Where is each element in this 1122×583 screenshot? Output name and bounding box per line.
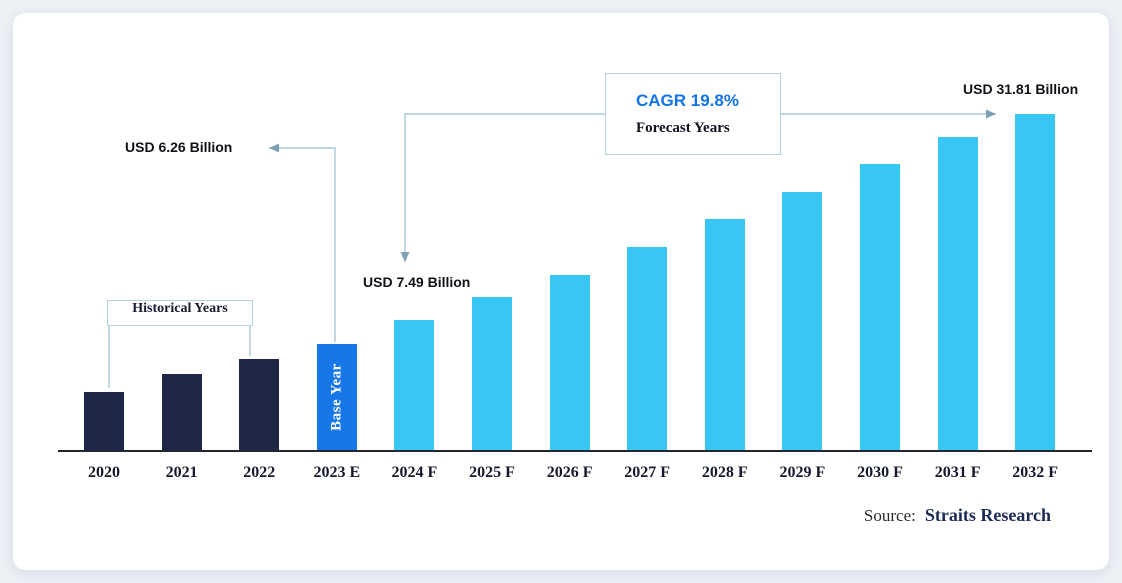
cagr-box: CAGR 19.8% Forecast Years <box>605 73 781 155</box>
forecast-left-arrow <box>400 113 605 262</box>
cagr-value: CAGR 19.8% <box>636 91 739 110</box>
x-axis-label-2029-f: 2029 F <box>779 464 826 481</box>
x-axis-label-2021: 2021 <box>165 464 198 481</box>
x-axis-label-2025-f: 2025 F <box>469 464 515 481</box>
forecast-years-label: Forecast Years <box>636 120 730 136</box>
x-axis-label-2023-e: 2023 E <box>313 464 361 481</box>
value-2023-arrow <box>269 143 336 342</box>
value-label-2023: USD 6.26 Billion <box>125 139 233 155</box>
x-axis-label-2020: 2020 <box>88 464 120 481</box>
bar-2024-f <box>394 320 435 450</box>
source-prefix: Source: <box>863 506 916 525</box>
value-label-2032: USD 31.81 Billion <box>963 81 1079 97</box>
bar-2028-f <box>704 219 745 450</box>
historical-years-label: Historical Years <box>107 300 253 326</box>
source-name: Straits Research <box>924 505 1051 525</box>
bar-2026-f <box>549 275 590 450</box>
bar-2025-f <box>472 297 512 450</box>
bar-2029-f <box>782 192 823 450</box>
bar-2020 <box>84 392 124 450</box>
x-axis-label-2022: 2022 <box>243 464 276 481</box>
bar-2022 <box>239 359 280 450</box>
bar-2031-f <box>937 137 978 450</box>
bar-2021 <box>161 374 202 450</box>
bar-2023-e: Base Year <box>316 344 357 450</box>
x-axis-label-2027-f: 2027 F <box>624 464 671 481</box>
x-axis-line <box>58 450 1092 452</box>
x-axis-label-2024-f: 2024 F <box>391 464 438 481</box>
chart-card: Base Year 2020 2021 2022 2023 E 2024 F 2025 F… <box>13 13 1109 570</box>
annotation-connectors <box>108 109 996 388</box>
source-note: Source: Straits Research <box>864 505 1051 526</box>
x-axis-labels: 2020 2021 2022 2023 E 2024 F 2025 F 2026 F 2027… <box>13 13 1109 570</box>
x-axis-label-2030-f: 2030 F <box>857 464 903 481</box>
value-label-2024: USD 7.49 Billion <box>363 274 471 290</box>
bar-2027-f <box>627 247 668 450</box>
x-axis-label-2032-f: 2032 F <box>1012 464 1059 481</box>
bar-2030-f <box>860 164 900 450</box>
x-axis-label-2028-f: 2028 F <box>701 464 748 481</box>
bar-2032-f <box>1015 114 1056 450</box>
x-axis-label-2031-f: 2031 F <box>934 464 981 481</box>
bar-series: Base Year <box>13 13 1109 570</box>
x-axis-label-2026-f: 2026 F <box>546 464 593 481</box>
